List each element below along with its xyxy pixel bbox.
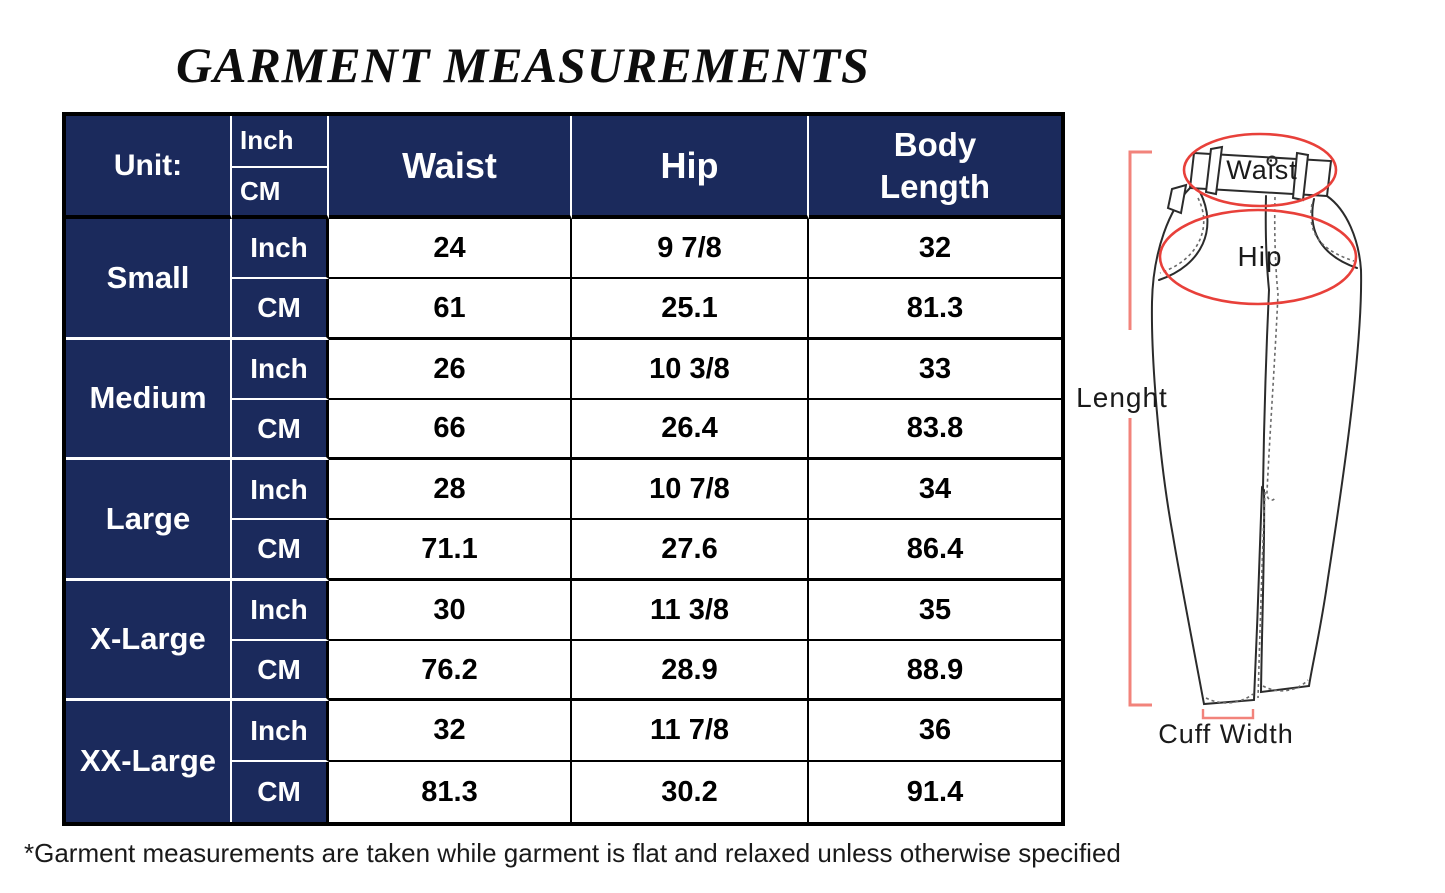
- cuff-hem-left: [1205, 693, 1254, 704]
- row-unit-cm: CM: [232, 761, 329, 822]
- length-bracket: [1128, 150, 1152, 707]
- value-cell: 24: [329, 219, 572, 280]
- value-cell: 88.9: [809, 641, 1061, 702]
- waist-label: Waist: [1226, 155, 1298, 185]
- hip-ellipse: [1158, 208, 1358, 306]
- waist-button: [1266, 155, 1278, 167]
- row-unit-inch: Inch: [232, 460, 329, 521]
- column-header-body-length: Body Length: [809, 116, 1061, 219]
- row-unit-cm: CM: [232, 641, 329, 702]
- value-cell: 66: [329, 399, 572, 461]
- unit-header-cell: Unit:: [66, 116, 232, 219]
- value-cell: 9 7/8: [572, 219, 809, 280]
- value-cell: 25.1: [572, 279, 809, 340]
- column-header-waist: Waist: [329, 116, 572, 219]
- value-cell: 81.3: [329, 761, 572, 822]
- value-cell: 11 3/8: [572, 580, 809, 642]
- value-cell: 27.6: [572, 520, 809, 581]
- value-cell: 26: [329, 339, 572, 400]
- value-cell: 83.8: [809, 399, 1061, 461]
- size-label-medium: Medium: [66, 339, 232, 461]
- cuff-hem-right: [1262, 679, 1309, 692]
- value-cell: 81.3: [809, 279, 1061, 340]
- cuff-width-bracket: [1201, 709, 1255, 720]
- fly-line: [1262, 195, 1271, 489]
- belt-loop-left: [1204, 145, 1224, 196]
- value-cell: 36: [809, 701, 1061, 762]
- page-title: GARMENT MEASUREMENTS: [176, 37, 870, 93]
- value-cell: 33: [809, 339, 1061, 400]
- row-unit-cm: CM: [232, 520, 329, 581]
- value-cell: 28.9: [572, 641, 809, 702]
- column-header-hip: Hip: [572, 116, 809, 219]
- pocket-stitch-right: [1310, 203, 1355, 262]
- pocket-curve-right: [1311, 198, 1358, 269]
- value-cell: 26.4: [572, 399, 809, 461]
- size-label-xx-large: XX-Large: [66, 701, 232, 822]
- value-cell: 76.2: [329, 641, 572, 702]
- hip-label: Hip: [1237, 241, 1282, 272]
- value-cell: 10 3/8: [572, 339, 809, 400]
- unit-cm-header: CM: [232, 167, 329, 219]
- pocket-stitch-left: [1159, 197, 1205, 274]
- cuff-width-label: Cuff Width: [1158, 719, 1294, 749]
- pants-diagram: Waist Hip Lenght Cuff Width: [1076, 132, 1363, 749]
- value-cell: 35: [809, 580, 1061, 642]
- row-unit-inch: Inch: [232, 219, 329, 280]
- value-cell: 34: [809, 460, 1061, 521]
- inseam-stitch-line: [1257, 491, 1266, 699]
- value-cell: 30.2: [572, 761, 809, 822]
- footnote: *Garment measurements are taken while ga…: [24, 838, 1121, 868]
- size-label-large: Large: [66, 460, 232, 581]
- pocket-curve-left: [1158, 191, 1209, 281]
- unit-inch-header: Inch: [232, 116, 329, 168]
- pants-outline: [1150, 151, 1363, 706]
- value-cell: 61: [329, 279, 572, 340]
- value-cell: 86.4: [809, 520, 1061, 581]
- length-label: Lenght: [1076, 382, 1168, 413]
- row-unit-cm: CM: [232, 279, 329, 340]
- row-unit-cm: CM: [232, 399, 329, 461]
- value-cell: 32: [329, 701, 572, 762]
- row-unit-inch: Inch: [232, 339, 329, 400]
- size-label-small: Small: [66, 219, 232, 340]
- value-cell: 28: [329, 460, 572, 521]
- size-chart-table: Unit: Inch CM Waist Hip Body Length Smal…: [62, 112, 1065, 826]
- fly-stitch-line: [1266, 196, 1279, 501]
- value-cell: 11 7/8: [572, 701, 809, 762]
- value-cell: 30: [329, 580, 572, 642]
- value-cell: 10 7/8: [572, 460, 809, 521]
- waist-ellipse: [1182, 132, 1338, 208]
- row-unit-inch: Inch: [232, 701, 329, 762]
- value-cell: 71.1: [329, 520, 572, 581]
- value-cell: 91.4: [809, 761, 1061, 822]
- value-cell: 32: [809, 219, 1061, 280]
- row-unit-inch: Inch: [232, 580, 329, 642]
- coin-pocket: [1166, 183, 1188, 215]
- size-label-x-large: X-Large: [66, 580, 232, 702]
